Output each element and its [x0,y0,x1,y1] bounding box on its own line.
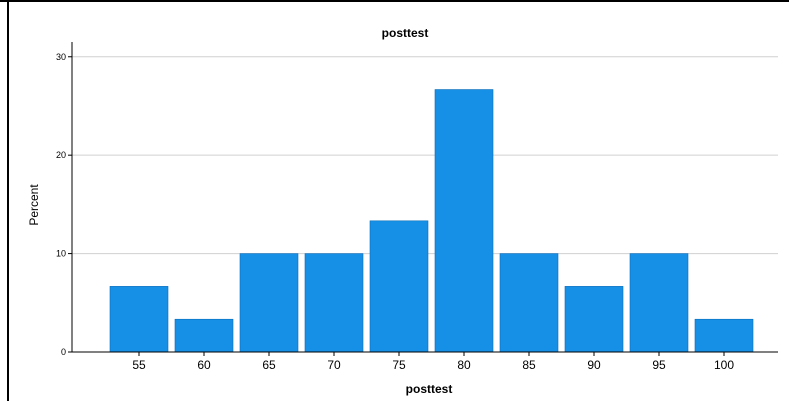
bars [109,89,754,353]
x-tick-label: 75 [392,358,406,372]
bar [369,220,429,353]
x-tick-label: 95 [652,358,666,372]
bar [304,253,364,353]
x-tick-label: 100 [714,358,734,372]
y-tick-label: 30 [56,52,66,62]
bar [629,253,689,353]
y-tick-label: 0 [61,347,66,357]
bar [109,286,169,353]
bar [564,286,624,353]
bar [499,253,559,353]
x-tick-label: 90 [587,358,601,372]
chart-title: posttest [382,26,429,40]
x-tick-label: 80 [457,358,471,372]
x-tick-label: 60 [197,358,211,372]
y-tick-label: 20 [56,150,66,160]
y-tick-label: 10 [56,249,66,259]
bar [239,253,299,353]
bar [434,89,494,353]
y-axis-label: Percent [27,184,41,226]
x-tick-label: 55 [132,358,146,372]
bar [174,318,234,353]
bar [694,318,754,353]
x-axis-label: posttest [406,382,453,396]
y-axis: 0 10 20 30 [56,42,73,357]
x-tick-label: 65 [262,358,276,372]
x-tick-label: 85 [522,358,536,372]
x-axis: 55 60 65 70 75 80 85 90 95 100 [72,351,778,372]
x-tick-label: 70 [327,358,341,372]
